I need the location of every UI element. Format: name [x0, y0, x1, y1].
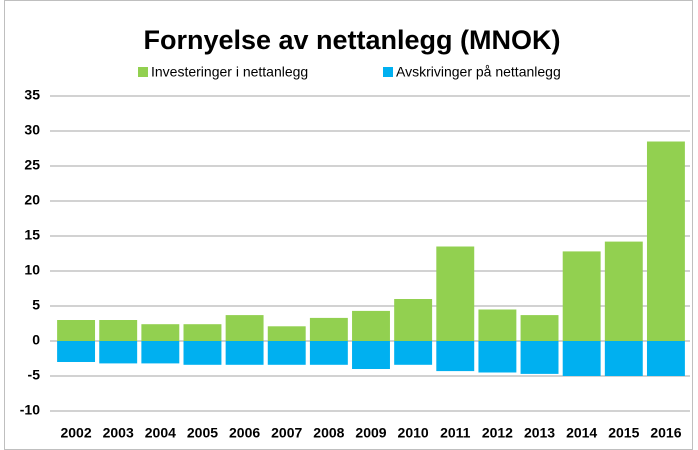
y-tick-label: 0	[32, 332, 40, 348]
bar	[352, 341, 390, 369]
x-tick-label: 2002	[60, 425, 91, 441]
bar	[225, 315, 264, 341]
bar	[604, 341, 643, 376]
y-tick-label: 20	[24, 192, 40, 208]
bar	[57, 320, 96, 341]
chart-border	[4, 0, 693, 450]
bar	[436, 246, 475, 341]
bar	[520, 341, 559, 374]
x-tick-label: 2014	[566, 425, 597, 441]
legend-swatch	[383, 67, 393, 77]
y-tick-label: 5	[32, 297, 40, 313]
x-tick-label: 2015	[608, 425, 639, 441]
x-tick-label: 2010	[398, 425, 429, 441]
x-tick-label: 2003	[103, 425, 134, 441]
bar	[352, 310, 390, 341]
y-tick-label: 10	[24, 262, 40, 278]
legend-label: Avskrivinger på nettanlegg	[396, 64, 561, 80]
bar	[225, 341, 264, 365]
bar	[394, 299, 433, 341]
bar	[604, 241, 643, 341]
y-tick-label: 15	[24, 227, 40, 243]
bar	[183, 324, 222, 341]
y-tick-label: 35	[24, 87, 40, 103]
bar	[267, 326, 306, 341]
legend-swatch	[138, 67, 148, 77]
legend-label: Investeringer i nettanlegg	[151, 64, 308, 80]
y-tick-label: -10	[20, 402, 40, 418]
bar	[141, 341, 180, 364]
bar	[436, 341, 475, 372]
bar	[99, 320, 138, 341]
bar	[394, 341, 433, 365]
y-tick-label: 25	[24, 157, 40, 173]
y-tick-label: -5	[28, 367, 41, 383]
bar	[478, 309, 517, 341]
x-tick-label: 2009	[355, 425, 386, 441]
bar	[562, 341, 601, 376]
x-tick-label: 2007	[271, 425, 302, 441]
bar	[309, 317, 348, 341]
bar	[99, 341, 138, 364]
x-tick-label: 2011	[440, 425, 471, 441]
bar	[141, 324, 180, 341]
bar	[267, 341, 306, 365]
bar	[520, 315, 559, 341]
bar	[183, 341, 222, 365]
x-tick-label: 2004	[145, 425, 176, 441]
x-tick-label: 2012	[482, 425, 513, 441]
x-tick-label: 2008	[313, 425, 344, 441]
x-tick-label: 2005	[187, 425, 218, 441]
bar	[646, 141, 685, 341]
x-tick-label: 2016	[650, 425, 681, 441]
bar	[478, 341, 517, 373]
x-tick-label: 2013	[524, 425, 555, 441]
bar	[646, 341, 685, 376]
bar	[309, 341, 348, 365]
chart-title: Fornyelse av nettanlegg (MNOK)	[143, 25, 560, 55]
x-tick-label: 2006	[229, 425, 260, 441]
bar	[57, 341, 96, 362]
y-tick-label: 30	[24, 122, 40, 138]
bar	[562, 251, 601, 341]
